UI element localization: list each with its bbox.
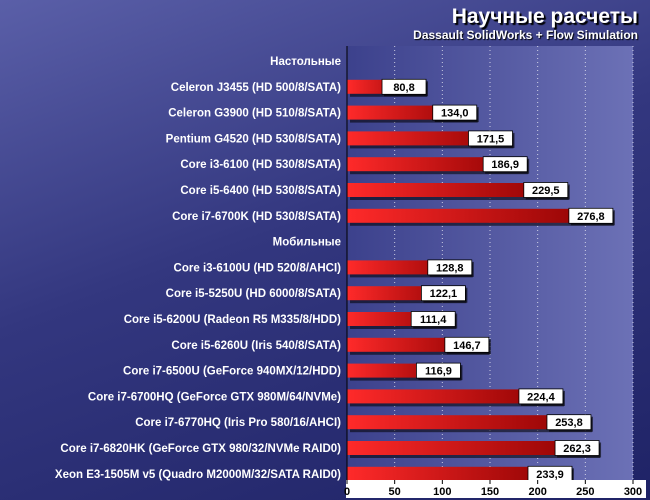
value-box: [568, 207, 614, 224]
value-label: 186,9: [491, 159, 519, 171]
chart-title: Научные расчеты: [451, 5, 638, 28]
bar: [347, 208, 611, 223]
bar: [347, 415, 589, 430]
x-tick-label: 150: [481, 486, 499, 498]
value-label: 134,0: [441, 108, 469, 120]
category-label: Core i5-6400 (HD 530/8/SATA): [180, 185, 341, 197]
value-box: [468, 130, 513, 147]
value-label: 253,8: [555, 417, 583, 429]
value-label: 276,8: [577, 211, 605, 223]
value-label: 262,3: [563, 443, 591, 455]
category-label: Celeron J3455 (HD 500/8/SATA): [171, 82, 341, 94]
category-label: Core i7-6700K (HD 530/8/SATA): [172, 211, 341, 223]
value-box: [421, 285, 466, 302]
value-box: [381, 78, 427, 95]
category-label: Pentium G4520 (HD 530/8/SATA): [166, 133, 341, 145]
bar: [347, 466, 570, 481]
value-label: 80,8: [393, 82, 414, 94]
category-label: Core i5-6200U (Radeon R5 M335/8/HDD): [124, 314, 341, 326]
value-box: [416, 362, 461, 379]
value-label: 128,8: [436, 262, 464, 274]
value-box: [427, 259, 473, 276]
value-box: [482, 156, 528, 173]
category-label: Core i7-6820HK (GeForce GTX 980/32/NVMe …: [60, 443, 341, 455]
value-label: 122,1: [430, 288, 458, 300]
x-axis-band: [346, 480, 646, 498]
value-box: [554, 440, 600, 456]
category-label: Core i3-6100 (HD 530/8/SATA): [180, 159, 341, 171]
value-box: [546, 414, 592, 431]
group-label: Мобильные: [273, 237, 341, 249]
x-tick-label: 200: [528, 486, 546, 498]
category-label: Core i5-5250U (HD 6000/8/SATA): [166, 288, 342, 300]
bar: [347, 183, 566, 197]
category-label: Celeron G3900 (HD 510/8/SATA): [168, 108, 341, 120]
value-box: [518, 388, 564, 405]
value-box: [523, 182, 569, 198]
value-label: 171,5: [477, 133, 505, 145]
x-tick-label: 100: [433, 486, 451, 498]
value-box: [432, 104, 478, 121]
x-tick-label: 50: [389, 486, 401, 498]
x-tick-label: 250: [576, 486, 594, 498]
category-label: Core i5-6260U (Iris 540/8/SATA): [171, 340, 341, 352]
x-tick-label: 0: [344, 486, 350, 498]
value-label: 229,5: [532, 185, 560, 197]
bar: [347, 441, 598, 455]
value-box: [444, 336, 490, 353]
chart-subtitle: Dassault SolidWorks + Flow Simulation: [413, 28, 638, 42]
category-label: Core i7-6500U (GeForce 940MX/12/HDD): [123, 366, 341, 378]
category-label: Xeon E3-1505M v5 (Quadro M2000M/32/SATA …: [55, 469, 341, 481]
category-label: Core i7-6700HQ (GeForce GTX 980M/64/NVMe…: [88, 391, 341, 403]
value-label: 224,4: [527, 391, 555, 403]
bar: [347, 157, 526, 172]
value-label: 233,9: [536, 469, 564, 481]
value-label: 111,4: [420, 314, 447, 326]
x-tick-label: 300: [624, 486, 642, 498]
value-label: 116,9: [425, 366, 452, 378]
group-label: Настольные: [270, 56, 341, 68]
category-label: Core i7-6770HQ (Iris Pro 580/16/AHCI): [135, 417, 341, 429]
bar: [347, 389, 561, 404]
value-label: 146,7: [453, 340, 481, 352]
value-box: [410, 311, 456, 327]
category-label: Core i3-6100U (HD 520/8/AHCI): [174, 262, 342, 274]
